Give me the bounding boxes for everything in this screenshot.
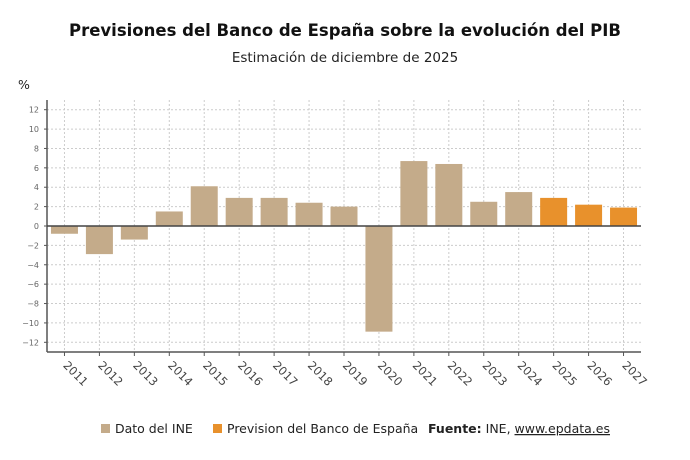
legend-swatch-ine bbox=[101, 424, 110, 433]
bar-2026 bbox=[575, 204, 603, 226]
x-tick-label: 2013 bbox=[130, 358, 161, 389]
x-tick-label: 2021 bbox=[410, 358, 441, 389]
source-text: INE, bbox=[482, 421, 515, 436]
y-tick-label: −4 bbox=[27, 261, 39, 270]
x-tick-label: 2017 bbox=[270, 358, 301, 389]
x-tick-label: 2022 bbox=[445, 358, 476, 389]
bar-2019 bbox=[330, 206, 358, 226]
y-tick-labels: 12 10 8 6 4 2 0 −2 −4 −6 −8 −10 −12 bbox=[22, 106, 39, 348]
y-tick-label: 0 bbox=[34, 222, 39, 231]
source-link[interactable]: www.epdata.es bbox=[515, 421, 610, 436]
legend: Dato del INE Prevision del Banco de Espa… bbox=[101, 421, 418, 436]
bar-2021 bbox=[400, 161, 428, 226]
y-tick-label: −10 bbox=[22, 319, 39, 328]
bar-2025 bbox=[540, 197, 568, 226]
y-tick-label: 10 bbox=[29, 125, 39, 134]
bar-2012 bbox=[85, 226, 113, 255]
axes bbox=[44, 100, 641, 356]
y-tick-label: 6 bbox=[34, 164, 39, 173]
legend-label-ine: Dato del INE bbox=[115, 421, 193, 436]
source: Fuente: INE, www.epdata.es bbox=[428, 421, 610, 436]
x-tick-label: 2025 bbox=[550, 358, 581, 389]
x-tick-label: 2018 bbox=[305, 358, 336, 389]
y-tick-label: 2 bbox=[34, 203, 39, 212]
x-tick-label: 2026 bbox=[584, 358, 615, 389]
x-tick-label: 2016 bbox=[235, 358, 266, 389]
bar-2011 bbox=[50, 226, 78, 234]
legend-swatch-bde bbox=[213, 424, 222, 433]
bar-2022 bbox=[435, 163, 463, 226]
bar-2015 bbox=[190, 186, 218, 226]
x-tick-label: 2014 bbox=[165, 358, 196, 389]
legend-label-bde: Prevision del Banco de España bbox=[227, 421, 418, 436]
bar-2018 bbox=[295, 202, 323, 226]
x-tick-label: 2015 bbox=[200, 358, 231, 389]
bar-2024 bbox=[505, 192, 533, 226]
y-tick-label: 4 bbox=[34, 183, 39, 192]
chart-subtitle: Estimación de diciembre de 2025 bbox=[232, 50, 458, 66]
y-tick-label: 12 bbox=[29, 106, 39, 115]
bar-2017 bbox=[260, 197, 288, 226]
x-tick-label: 2012 bbox=[95, 358, 126, 389]
x-tick-labels: 2011 2012 2013 2014 2015 2016 2017 2018 2019 2020… bbox=[60, 358, 650, 389]
source-label: Fuente: bbox=[428, 421, 482, 436]
x-tick-label: 2024 bbox=[515, 358, 546, 389]
y-tick-label: −12 bbox=[22, 338, 39, 347]
x-tick-label: 2011 bbox=[60, 358, 91, 389]
chart-title: Previsiones del Banco de España sobre la… bbox=[69, 21, 621, 40]
x-tick-label: 2020 bbox=[375, 358, 406, 389]
y-tick-label: 8 bbox=[34, 144, 39, 153]
bar-2014 bbox=[155, 211, 183, 226]
bar-2023 bbox=[470, 201, 498, 226]
bar-2013 bbox=[120, 226, 148, 240]
y-tick-label: −2 bbox=[27, 241, 39, 250]
bars bbox=[50, 161, 638, 332]
bar-2027 bbox=[610, 207, 638, 226]
y-tick-label: −6 bbox=[27, 280, 39, 289]
y-axis-unit: % bbox=[18, 77, 30, 92]
x-tick-label: 2019 bbox=[340, 358, 371, 389]
bar-2020 bbox=[365, 226, 393, 332]
y-tick-label: −8 bbox=[27, 300, 39, 309]
x-tick-label: 2027 bbox=[619, 358, 650, 389]
x-tick-label: 2023 bbox=[480, 358, 511, 389]
bar-2016 bbox=[225, 197, 253, 226]
